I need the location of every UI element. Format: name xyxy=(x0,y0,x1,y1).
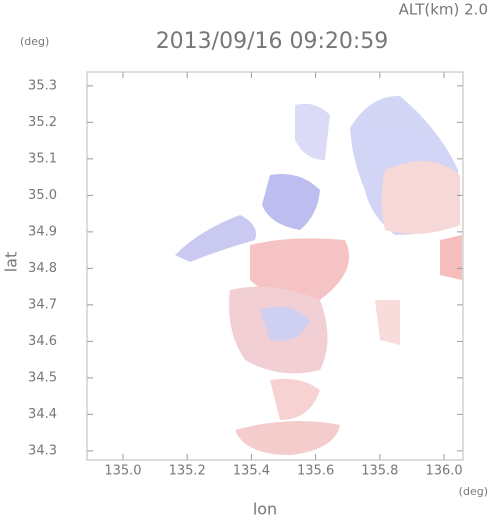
y-tick-label: 34.7 xyxy=(28,297,57,312)
echo-region xyxy=(250,238,350,300)
chart-title: 2013/09/16 09:20:59 xyxy=(156,29,389,54)
y-tick-label: 35.3 xyxy=(28,78,57,93)
x-unit: (deg) xyxy=(459,485,488,498)
y-tick-label: 35.1 xyxy=(28,151,57,166)
echo-region xyxy=(295,103,330,160)
y-tick-label: 34.4 xyxy=(28,407,57,422)
echo-region xyxy=(175,215,256,262)
echo-region xyxy=(235,421,340,455)
x-axis-label: lon xyxy=(253,500,277,519)
y-tick-label: 34.9 xyxy=(28,224,57,239)
echo-region xyxy=(270,378,320,420)
x-tick-label: 136.0 xyxy=(425,464,462,479)
plot-frame xyxy=(86,71,464,461)
echo-region xyxy=(262,174,320,230)
x-tick-label: 135.4 xyxy=(233,464,270,479)
y-tick-label: 34.6 xyxy=(28,334,57,349)
echo-region xyxy=(375,300,400,345)
y-tick-label: 35.0 xyxy=(28,188,57,203)
y-tick-label: 34.3 xyxy=(28,443,57,458)
radar-echoes xyxy=(175,95,462,455)
echo-region xyxy=(381,161,460,234)
x-tick-label: 135.2 xyxy=(169,464,206,479)
echo-region xyxy=(260,306,310,341)
axes: 135.0 135.2 135.4 135.6 135.8 136.0 34.3 34.4 34… xyxy=(28,72,463,479)
altitude-label: ALT(km) 2.0 xyxy=(399,1,488,19)
y-tick-label: 34.5 xyxy=(28,370,57,385)
y-axis-label: lat xyxy=(2,252,21,273)
y-tick-label: 35.2 xyxy=(28,115,57,130)
y-tick-label: 34.8 xyxy=(28,261,57,276)
x-tick-label: 135.6 xyxy=(297,464,334,479)
x-tick-label: 135.0 xyxy=(104,464,141,479)
y-unit: (deg) xyxy=(20,35,49,48)
x-tick-label: 135.8 xyxy=(361,464,398,479)
echo-region xyxy=(440,235,462,280)
